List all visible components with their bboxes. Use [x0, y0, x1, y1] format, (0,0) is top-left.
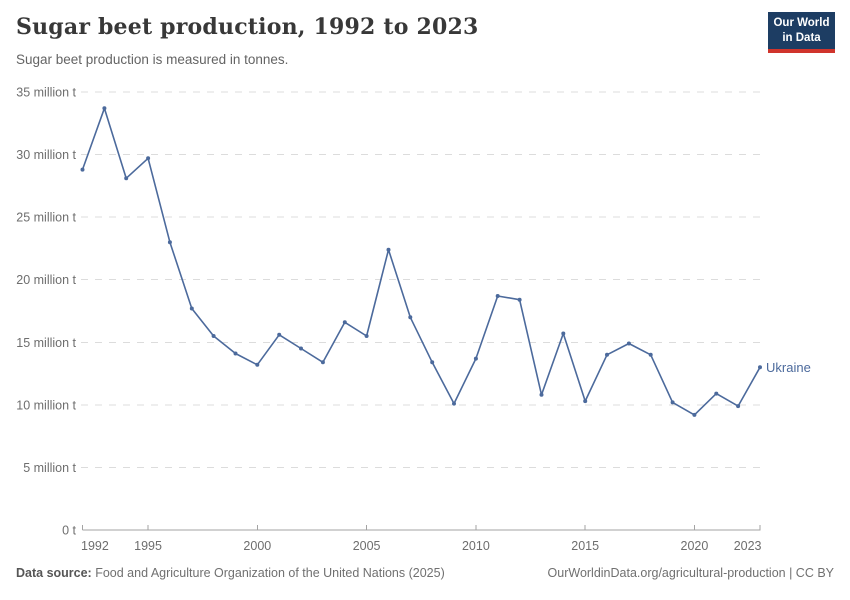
data-point-2009[interactable]	[452, 401, 456, 406]
data-point-2004[interactable]	[342, 320, 347, 325]
x-axis-tick-label: 2023	[734, 539, 762, 553]
data-point-1996[interactable]	[167, 240, 172, 245]
data-point-2015[interactable]	[583, 399, 588, 404]
data-point-2001[interactable]	[277, 332, 282, 337]
data-point-2008[interactable]	[430, 360, 435, 365]
data-point-2014[interactable]	[561, 331, 566, 336]
x-axis-tick-label: 1995	[134, 539, 162, 553]
y-axis-tick-label: 35 million t	[16, 86, 76, 100]
owid-logo-line1: Our World	[773, 16, 830, 29]
data-point-2010[interactable]	[473, 356, 478, 361]
x-axis-tick-label: 2015	[571, 539, 599, 553]
data-point-1997[interactable]	[189, 306, 194, 311]
data-point-2016[interactable]	[605, 352, 609, 357]
data-point-2005[interactable]	[364, 334, 369, 338]
x-axis-tick-label: 1992	[81, 539, 109, 553]
data-point-2012[interactable]	[517, 297, 522, 302]
data-source-text: Food and Agriculture Organization of the…	[95, 566, 445, 580]
data-point-2023[interactable]	[758, 365, 762, 370]
data-point-2017[interactable]	[626, 341, 631, 346]
y-axis-tick-label: 5 million t	[23, 461, 76, 475]
owid-logo: Our World in Data	[768, 12, 835, 53]
x-axis-tick-label: 2020	[681, 539, 709, 553]
data-source-label: Data source:	[16, 566, 92, 580]
series-label-ukraine[interactable]: Ukraine	[766, 360, 811, 375]
y-axis-tick-label: 25 million t	[16, 211, 76, 225]
x-axis-tick-label: 2000	[243, 539, 271, 553]
data-point-1994[interactable]	[124, 176, 129, 181]
data-point-2003[interactable]	[320, 360, 325, 365]
y-axis-tick-label: 30 million t	[16, 148, 76, 162]
data-source: Data source: Food and Agriculture Organi…	[16, 566, 445, 580]
chart-footer: Data source: Food and Agriculture Organi…	[0, 566, 850, 580]
y-axis-tick-label: 20 million t	[16, 273, 76, 287]
data-point-2018[interactable]	[648, 352, 653, 357]
data-point-2002[interactable]	[299, 346, 303, 351]
series-line-ukraine[interactable]	[81, 107, 761, 416]
data-point-2020[interactable]	[692, 412, 697, 417]
footer-citation-link[interactable]: OurWorldinData.org/agricultural-producti…	[547, 566, 834, 580]
y-axis-tick-label: 15 million t	[16, 336, 76, 350]
data-point-1993[interactable]	[102, 106, 107, 111]
data-point-1999[interactable]	[233, 351, 238, 356]
data-point-1992[interactable]	[80, 167, 85, 172]
data-point-2021[interactable]	[714, 391, 719, 396]
data-point-2007[interactable]	[408, 315, 413, 320]
x-axis-tick-label: 2010	[462, 539, 490, 553]
y-axis-tick-label: 0 t	[62, 524, 76, 538]
chart-canvas[interactable]: 0 t 5 million t 10 million t 15 million t 20…	[0, 85, 850, 560]
data-point-2011[interactable]	[495, 294, 500, 298]
data-point-2022[interactable]	[736, 404, 741, 409]
data-point-2000[interactable]	[255, 362, 260, 367]
owid-logo-line2: in Data	[782, 31, 821, 44]
x-axis-tick-label: 2005	[353, 539, 381, 553]
y-axis-tick-label: 10 million t	[16, 398, 76, 412]
page-title: Sugar beet production, 1992 to 2023	[16, 14, 479, 40]
data-point-2013[interactable]	[539, 392, 544, 397]
data-point-2019[interactable]	[670, 400, 675, 405]
chart-subtitle: Sugar beet production is measured in ton…	[16, 52, 289, 67]
data-point-1998[interactable]	[211, 334, 216, 338]
data-point-1995[interactable]	[146, 156, 151, 161]
data-point-2006[interactable]	[386, 247, 391, 252]
